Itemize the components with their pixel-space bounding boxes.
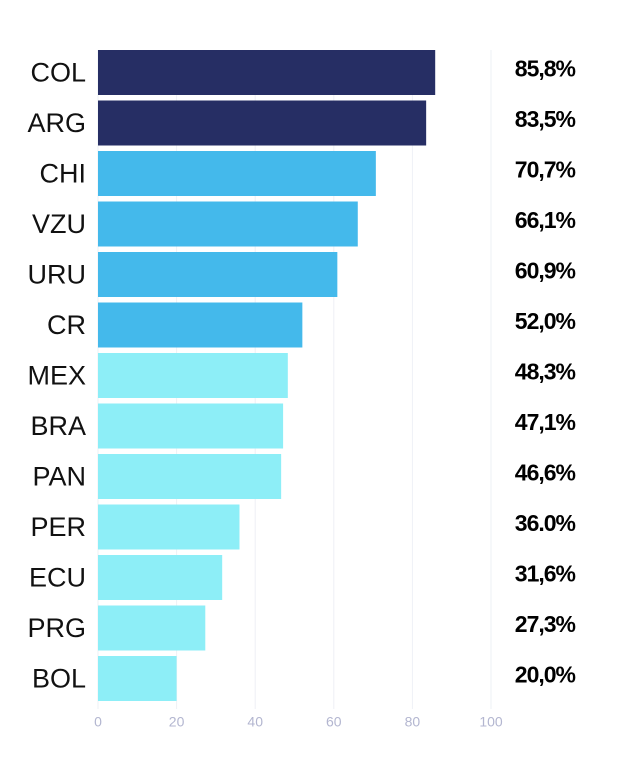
bar [98,302,303,348]
bar [98,100,427,146]
value-label: 27,3% [515,611,576,637]
x-tick-label: 60 [326,714,342,730]
category-label: ARG [27,108,86,138]
category-label: PER [30,512,86,542]
value-label: 20,0% [515,662,576,688]
category-label: PAN [32,462,86,492]
bar [98,656,177,701]
category-label: URU [28,260,87,290]
value-label: 66,1% [515,207,576,233]
category-label: PRG [27,613,86,643]
x-tick-label: 100 [479,714,503,730]
bar [98,605,206,651]
value-label: 60,9% [515,258,576,284]
category-label: ECU [29,563,86,593]
category-label: MEX [27,361,86,391]
bar [98,504,240,550]
value-label: 83,5% [515,106,576,132]
value-label: 48,3% [515,359,576,385]
value-label: 31,6% [515,561,576,587]
bar [98,353,288,398]
category-label: BRA [30,411,86,441]
value-label: 70,7% [515,157,576,183]
value-label: 47,1% [515,409,576,435]
bar [98,403,284,449]
bar [98,252,338,297]
x-tick-label: 0 [94,714,102,730]
value-label: 36.0% [515,510,576,536]
category-label: BOL [32,664,86,694]
category-label: CHI [40,159,87,189]
category-label: VZU [32,209,86,239]
bar [98,50,436,95]
x-tick-label: 20 [169,714,185,730]
x-tick-label: 40 [247,714,263,730]
value-label: 46,6% [515,460,576,486]
value-label: 85,8% [515,56,576,82]
value-label: 52,0% [515,308,576,334]
category-label: COL [30,58,86,88]
category-label: CR [47,310,86,340]
x-tick-label: 80 [405,714,421,730]
bar [98,151,376,196]
bar [98,454,282,499]
bar [98,201,358,247]
bar [98,555,223,600]
